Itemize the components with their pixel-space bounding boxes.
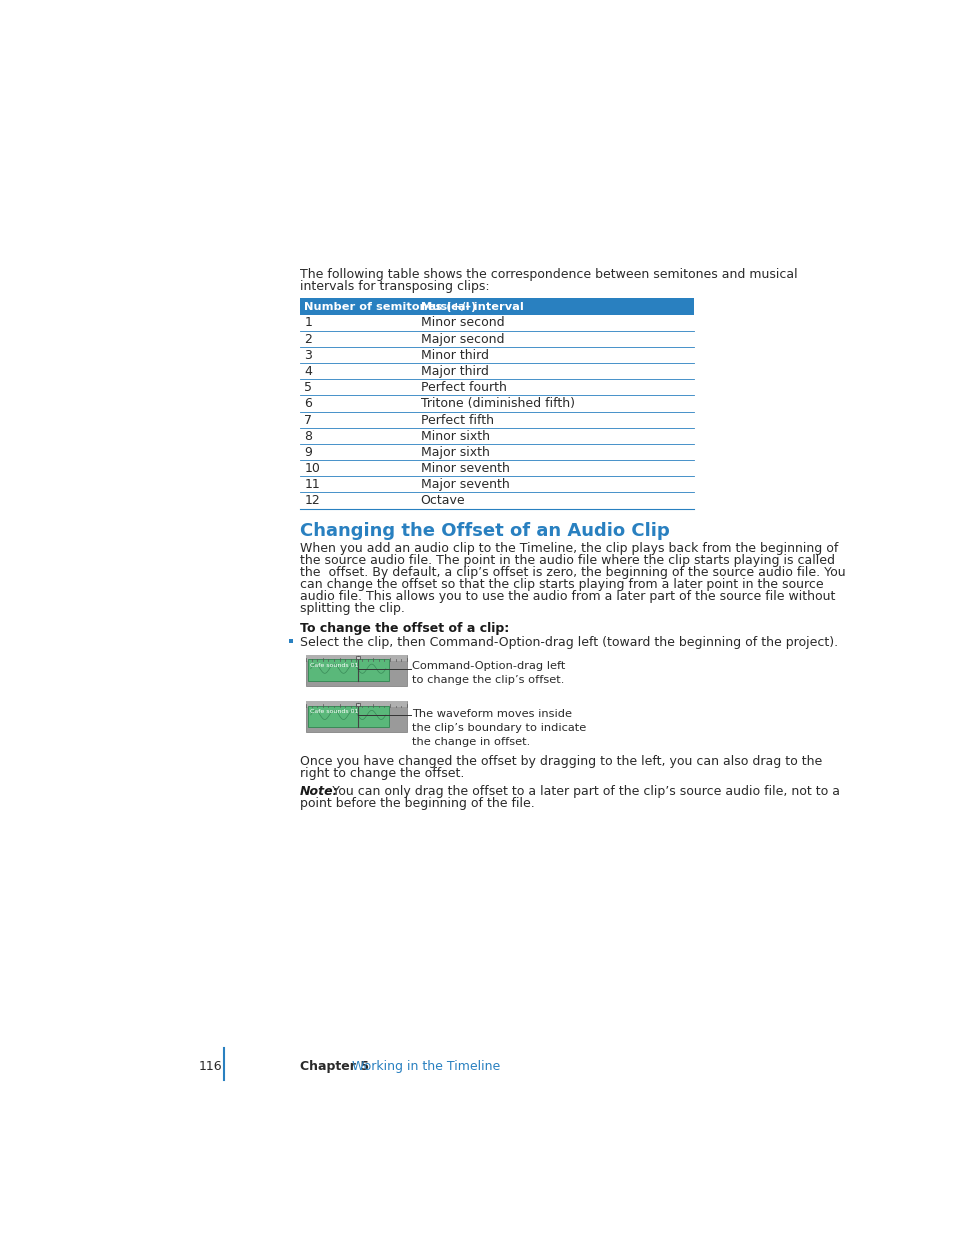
Text: Perfect fifth: Perfect fifth bbox=[420, 414, 494, 426]
Bar bbox=[306, 701, 406, 732]
Text: Octave: Octave bbox=[420, 494, 465, 508]
Text: Minor seventh: Minor seventh bbox=[420, 462, 509, 475]
Text: 12: 12 bbox=[304, 494, 320, 508]
Text: intervals for transposing clips:: intervals for transposing clips: bbox=[299, 280, 489, 293]
Bar bbox=[299, 427, 694, 443]
Text: Command-Option-drag left
to change the clip’s offset.: Command-Option-drag left to change the c… bbox=[412, 661, 565, 685]
Bar bbox=[299, 315, 694, 331]
Text: audio file. This allows you to use the audio from a later part of the source fil: audio file. This allows you to use the a… bbox=[299, 590, 834, 603]
Text: 9: 9 bbox=[304, 446, 312, 459]
Text: The following table shows the correspondence between semitones and musical: The following table shows the correspond… bbox=[299, 268, 797, 280]
Text: 1: 1 bbox=[304, 316, 312, 330]
Text: Major second: Major second bbox=[420, 332, 504, 346]
Bar bbox=[299, 411, 694, 427]
Text: right to change the offset.: right to change the offset. bbox=[299, 767, 464, 779]
Bar bbox=[299, 395, 694, 411]
Text: Select the clip, then Command-Option-drag left (toward the beginning of the proj: Select the clip, then Command-Option-dra… bbox=[299, 636, 837, 648]
Text: Minor second: Minor second bbox=[420, 316, 504, 330]
Text: 3: 3 bbox=[304, 348, 312, 362]
Bar bbox=[306, 701, 406, 708]
Text: Chapter 5: Chapter 5 bbox=[299, 1060, 369, 1073]
Text: Tritone (diminished fifth): Tritone (diminished fifth) bbox=[420, 398, 574, 410]
Text: Once you have changed the offset by dragging to the left, you can also drag to t: Once you have changed the offset by drag… bbox=[299, 755, 821, 768]
Text: Cafe sounds 01: Cafe sounds 01 bbox=[310, 709, 358, 714]
Text: Major third: Major third bbox=[420, 366, 488, 378]
Text: To change the offset of a clip:: To change the offset of a clip: bbox=[299, 621, 509, 635]
Text: Major sixth: Major sixth bbox=[420, 446, 489, 459]
Bar bbox=[299, 299, 694, 315]
Text: point before the beginning of the file.: point before the beginning of the file. bbox=[299, 797, 534, 810]
Text: splitting the clip.: splitting the clip. bbox=[299, 603, 404, 615]
Bar bbox=[299, 443, 694, 461]
Bar bbox=[355, 656, 359, 659]
Bar bbox=[289, 638, 293, 642]
Text: The waveform moves inside
the clip’s boundary to indicate
the change in offset.: The waveform moves inside the clip’s bou… bbox=[412, 709, 586, 747]
Text: 7: 7 bbox=[304, 414, 313, 426]
Bar bbox=[299, 347, 694, 363]
Bar bbox=[299, 493, 694, 509]
Text: 6: 6 bbox=[304, 398, 312, 410]
Text: 8: 8 bbox=[304, 430, 313, 442]
Text: 11: 11 bbox=[304, 478, 320, 492]
Bar bbox=[306, 655, 406, 685]
Text: 4: 4 bbox=[304, 366, 312, 378]
Bar bbox=[299, 461, 694, 477]
Text: Perfect fourth: Perfect fourth bbox=[420, 382, 506, 394]
Bar bbox=[306, 655, 406, 661]
Bar bbox=[299, 363, 694, 379]
Bar bbox=[299, 379, 694, 395]
Text: 116: 116 bbox=[199, 1060, 222, 1073]
Text: Note:: Note: bbox=[299, 785, 338, 798]
Text: Minor sixth: Minor sixth bbox=[420, 430, 489, 442]
Bar bbox=[299, 331, 694, 347]
Text: Cafe sounds 01: Cafe sounds 01 bbox=[310, 662, 358, 668]
Text: Number of semitones (+/–): Number of semitones (+/–) bbox=[304, 301, 476, 311]
Text: the source audio file. The point in the audio file where the clip starts playing: the source audio file. The point in the … bbox=[299, 555, 834, 567]
Text: Musical interval: Musical interval bbox=[420, 301, 523, 311]
Text: You can only drag the offset to a later part of the clip’s source audio file, no: You can only drag the offset to a later … bbox=[326, 785, 840, 798]
Text: Minor third: Minor third bbox=[420, 348, 488, 362]
Text: the  offset. By default, a clip’s offset is zero, the beginning of the source au: the offset. By default, a clip’s offset … bbox=[299, 567, 844, 579]
Bar bbox=[299, 477, 694, 493]
Text: When you add an audio clip to the Timeline, the clip plays back from the beginni: When you add an audio clip to the Timeli… bbox=[299, 542, 838, 556]
Text: 10: 10 bbox=[304, 462, 320, 475]
Text: Working in the Timeline: Working in the Timeline bbox=[344, 1060, 499, 1073]
Text: Changing the Offset of an Audio Clip: Changing the Offset of an Audio Clip bbox=[299, 522, 669, 541]
Text: can change the offset so that the clip starts playing from a later point in the : can change the offset so that the clip s… bbox=[299, 578, 822, 592]
Text: Major seventh: Major seventh bbox=[420, 478, 509, 492]
Bar bbox=[307, 659, 389, 680]
Text: 5: 5 bbox=[304, 382, 313, 394]
Bar bbox=[355, 703, 359, 705]
Text: 2: 2 bbox=[304, 332, 312, 346]
Bar bbox=[307, 705, 389, 727]
